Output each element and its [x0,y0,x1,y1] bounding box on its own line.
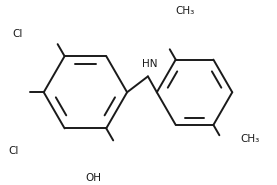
Text: CH₃: CH₃ [240,134,260,144]
Text: OH: OH [85,173,101,183]
Text: Cl: Cl [9,146,19,157]
Text: HN: HN [142,59,157,69]
Text: CH₃: CH₃ [176,6,195,16]
Text: Cl: Cl [12,29,22,39]
